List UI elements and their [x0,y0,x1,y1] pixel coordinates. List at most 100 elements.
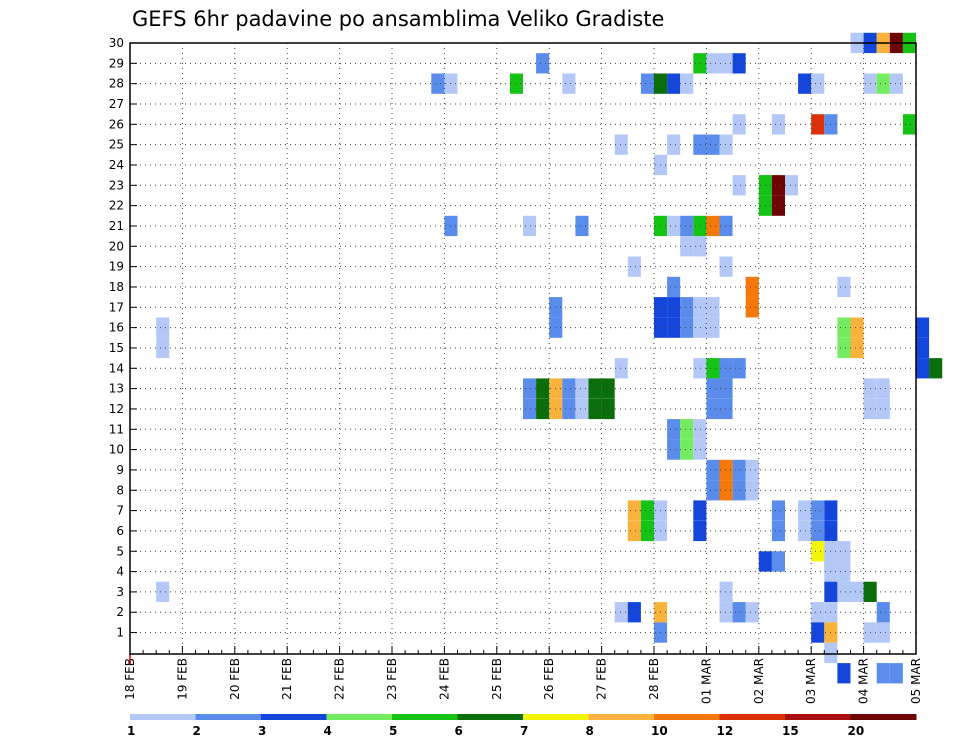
heatmap-cell [575,215,589,237]
x-tick-label: 20 FEB [228,658,242,700]
heatmap-cell [719,602,733,623]
y-tick-label: 7 [116,504,124,518]
heatmap-cell [837,581,851,602]
x-tick-label: 27 FEB [595,658,609,700]
x-tick-label: 22 FEB [333,658,347,700]
y-tick-label: 16 [109,321,124,335]
heatmap-cell [536,398,550,420]
heatmap-cell [719,581,733,602]
x-tick-label: 23 FEB [385,658,399,700]
heatmap-cell [811,500,825,521]
y-tick-label: 3 [116,585,124,599]
heatmap-cell [719,358,733,379]
colorbar: 1 2 3 4 5 6 7 8 10 12 15 20 [127,714,917,738]
colorbar-swatch [195,714,262,720]
x-tick-label: 02 MAR [752,658,766,704]
heatmap-cell [811,602,825,623]
heatmap-cell [614,602,628,623]
heatmap-cell [745,480,759,501]
heatmap-cell [680,439,694,460]
y-tick-label: 18 [109,280,124,294]
y-tick-label: 19 [109,260,124,274]
y-tick-label: 8 [116,483,124,497]
colorbar-swatch [785,714,851,720]
heatmap-cell [693,500,707,521]
heatmap-cell [719,378,733,399]
heatmap-cell [693,215,707,237]
heatmap-cell [706,459,720,481]
colorbar-label: 1 [127,724,135,738]
x-tick-label: 04 MAR [857,658,871,704]
heatmap-cell [706,53,720,74]
heatmap-cell [706,378,720,399]
y-tick-label: 5 [116,544,124,558]
heatmap-cell [640,73,654,94]
heatmap-cell [876,378,890,399]
x-tick-label: 24 FEB [437,658,451,700]
heatmap-cell [837,551,851,572]
heatmap-cell [771,551,785,572]
heatmap-cell [850,581,864,602]
colorbar-label: 4 [324,724,332,738]
heatmap-cell [627,256,641,277]
heatmap-cell [640,520,654,542]
heatmap-cell [719,480,733,501]
heatmap-cell [693,134,707,155]
heatmap-cell [745,276,759,298]
heatmap-cell [837,276,851,298]
heatmap-cell [601,378,615,399]
y-tick-label: 1 [116,626,124,640]
y-tick-label: 30 [109,36,124,50]
heatmap-cell [719,53,733,74]
heatmap-cell [680,236,694,257]
heatmap-cell [916,317,930,338]
colorbar-label: 6 [455,724,463,738]
x-tick-label: 21 FEB [280,658,294,700]
y-tick-label: 4 [116,565,124,579]
heatmap-cell [732,459,746,481]
x-axis: 18 FEB 19 FEB 20 FEB 21 FEB 22 FEB 23 FEB 24 F… [123,646,923,704]
heatmap-cell [876,663,890,684]
heatmap-cell [562,398,576,420]
x-tick-label: 18 FEB [123,658,137,700]
heatmap-cell [536,378,550,399]
heatmap-cell [745,297,759,318]
y-tick-label: 2 [116,605,124,619]
heatmap-cell [798,500,812,521]
heatmap-cell [627,500,641,521]
heatmap-cell [667,317,681,338]
heatmap-cell [523,378,537,399]
heatmap-cell [693,439,707,460]
colorbar-swatch [850,714,917,720]
heatmap-cell [876,398,890,420]
heatmap-cell [667,276,681,298]
heatmap-cell [693,297,707,318]
heatmap-cell [798,73,812,94]
colorbar-swatch [130,714,196,720]
heatmap-cell [902,114,916,135]
heatmap-cell [156,337,170,359]
x-tick-label: 26 FEB [542,658,556,700]
colorbar-swatch [261,714,327,720]
heatmap-cell [523,215,537,237]
colorbar-label: 20 [848,724,865,738]
heatmap-cell [667,134,681,155]
heatmap-cell [824,642,838,663]
heatmap-cell [601,398,615,420]
y-tick-label: 14 [109,361,124,375]
colorbar-label: 15 [782,724,799,738]
colorbar-label: 8 [586,724,594,738]
heatmap-cell [889,73,903,94]
y-tick-label: 6 [116,524,124,538]
heatmap-cell [732,358,746,379]
x-tick-label: 19 FEB [175,658,189,700]
y-tick-label: 23 [109,178,124,192]
y-tick-label: 27 [109,97,124,111]
heatmap-cell [536,53,550,74]
heatmap-cell [811,114,825,135]
heatmap-cell [745,459,759,481]
heatmap-cell [693,53,707,74]
heatmap-cell [876,602,890,623]
heatmap-cell [680,73,694,94]
colorbar-swatch [326,714,393,720]
